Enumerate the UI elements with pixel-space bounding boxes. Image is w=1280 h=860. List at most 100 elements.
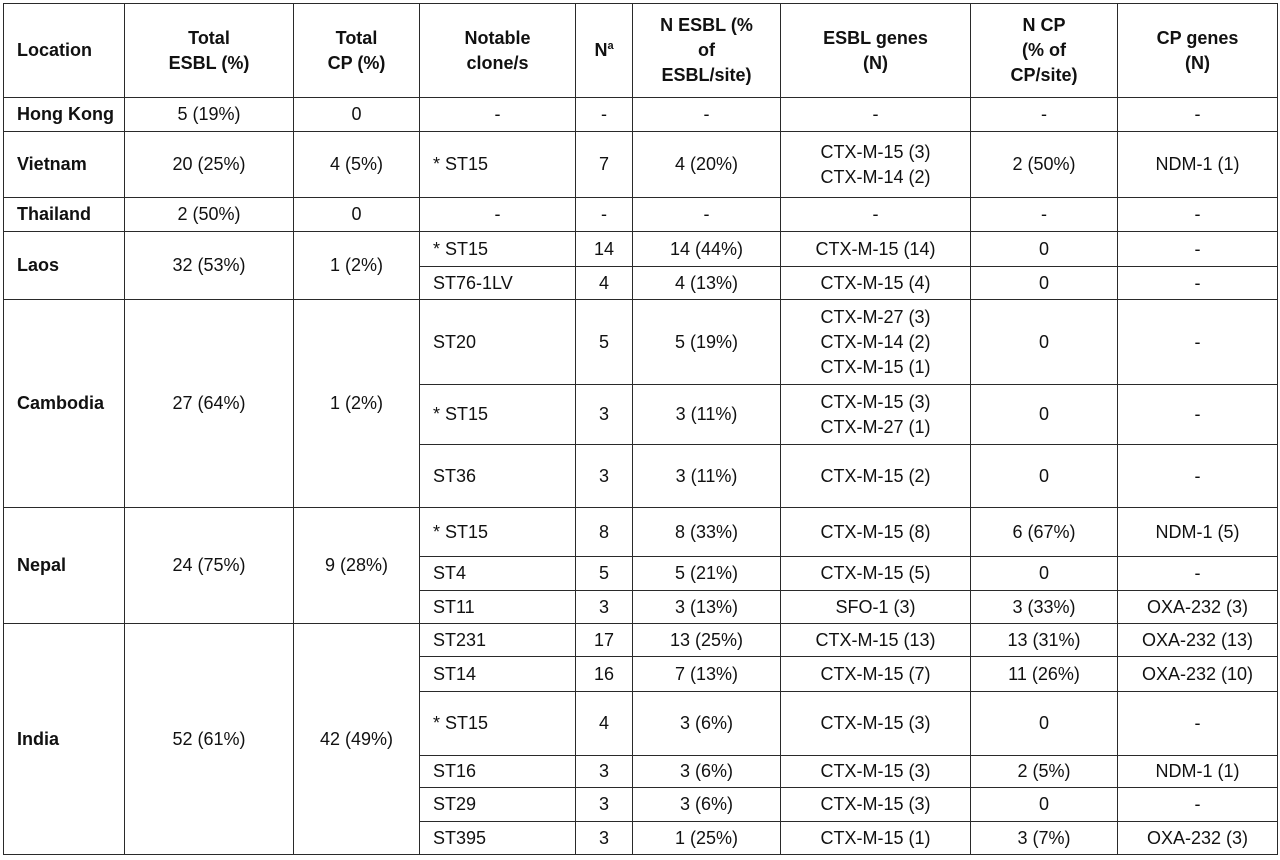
esbl-genes-cell: CTX-M-27 (3) CTX-M-14 (2) CTX-M-15 (1) xyxy=(780,299,971,385)
total-cp-cell: 0 xyxy=(293,97,420,132)
esbl-gene: - xyxy=(872,104,879,124)
esbl-gene: CTX-M-15 (13) xyxy=(815,629,936,650)
n-cp-cell: - xyxy=(970,97,1118,132)
table-row: ST36 3 3 (11%) CTX-M-15 (2) 0- xyxy=(4,444,1278,508)
n-cell: - xyxy=(575,97,633,132)
location-cell: Vietnam xyxy=(3,131,125,198)
esbl-genes-cell: CTX-M-15 (3) xyxy=(780,691,971,756)
esbl-genes-cell: CTX-M-15 (4) xyxy=(780,266,971,300)
clone-cell: ST4 xyxy=(419,556,576,591)
esbl-gene: SFO-1 (3) xyxy=(835,596,916,617)
esbl-genes-cell: CTX-M-15 (3) CTX-M-27 (1) xyxy=(780,384,971,445)
esbl-genes-cell: - xyxy=(780,97,971,132)
table-row: Vietnam 20 (25%) 4 (5%) * ST15 7 4 (20%) CTX-M… xyxy=(3,131,1278,198)
table-row: ST14 16 7 (13%) CTX-M-15 (7) 11 (26%) OXA-232… xyxy=(4,656,1278,692)
header-location: Location xyxy=(3,3,125,98)
table-row: Hong Kong 5 (19%) 0- - - - - - xyxy=(3,97,1278,132)
clone-cell: * ST15 xyxy=(419,507,576,557)
table-row: ST4 5 5 (21%) CTX-M-15 (5) 0- xyxy=(4,556,1278,591)
n-esbl-cell: 13 (25%) xyxy=(632,623,781,657)
clone-cell: - xyxy=(419,97,576,132)
esbl-gene: CTX-M-15 (3) xyxy=(820,761,931,781)
clone-cell: ST231 xyxy=(419,623,576,657)
n-esbl-cell: 7 (13%) xyxy=(632,656,781,692)
n-cp-cell: 3 (7%) xyxy=(970,821,1118,855)
total-esbl-cell: 24 (75%) xyxy=(124,507,294,624)
clone-cell: - xyxy=(419,197,576,232)
header-notable-clones: Notable clone/s xyxy=(419,3,576,98)
total-cp-cell: 1 (2%) xyxy=(293,231,420,300)
n-esbl-cell: 5 (21%) xyxy=(632,556,781,591)
n-cp-cell: 13 (31%) xyxy=(970,623,1118,657)
cp-genes-cell: - xyxy=(1117,384,1278,445)
clone-cell: ST16 xyxy=(419,755,576,788)
clone-cell: ST76-1LV xyxy=(419,266,576,300)
n-cp-cell: 6 (67%) xyxy=(970,507,1118,557)
n-cp-cell: 0 xyxy=(970,299,1118,385)
header-total-esbl: Total ESBL (%) xyxy=(124,3,294,98)
total-esbl-cell: 20 (25%) xyxy=(124,131,294,198)
n-cp-cell: 0 xyxy=(970,444,1118,508)
n-esbl-cell: 3 (6%) xyxy=(632,787,781,822)
cp-genes-cell: OXA-232 (3) xyxy=(1117,821,1278,855)
total-cp-cell: 0 xyxy=(293,197,420,232)
clone-cell: * ST15 xyxy=(419,384,576,445)
n-cell: 7 xyxy=(575,131,633,198)
esbl-genes-cell: CTX-M-15 (8) xyxy=(780,507,971,557)
n-esbl-cell: 3 (11%) xyxy=(632,444,781,508)
total-esbl-cell: 32 (53%) xyxy=(124,231,294,300)
n-esbl-cell: 14 (44%) xyxy=(632,231,781,267)
esbl-genes-cell: CTX-M-15 (3) xyxy=(780,787,971,822)
esbl-gene: CTX-M-15 (2) xyxy=(820,465,931,486)
total-cp-cell: 4 (5%) xyxy=(293,131,420,198)
n-esbl-cell: 3 (13%) xyxy=(632,590,781,624)
n-cp-cell: - xyxy=(970,197,1118,232)
n-cell: 5 xyxy=(575,556,633,591)
total-cp-cell: 42 (49%) xyxy=(293,623,420,855)
esbl-genes-cell: - xyxy=(780,197,971,232)
esbl-gene: CTX-M-15 (1) xyxy=(820,827,931,848)
esbl-gene: CTX-M-14 (2) xyxy=(820,166,931,187)
n-cp-cell: 0 xyxy=(970,384,1118,445)
cp-genes-cell: - xyxy=(1117,197,1278,232)
esbl-gene: CTX-M-15 (1) xyxy=(820,356,931,377)
cp-genes-cell: NDM-1 (1) xyxy=(1117,755,1278,788)
esbl-gene: CTX-M-15 (3) xyxy=(820,141,931,162)
header-n-superscript: a xyxy=(607,40,614,52)
location-cell: Nepal xyxy=(3,507,125,624)
location-cell: Laos xyxy=(3,231,125,300)
n-cell: 4 xyxy=(575,691,633,756)
n-cell: 3 xyxy=(575,590,633,624)
location-cell: India xyxy=(3,623,125,855)
header-esbl-genes: ESBL genes (N) xyxy=(780,3,971,98)
table-body: Hong Kong 5 (19%) 0- - - - - - Vietnam 20 (25%) 4 … xyxy=(3,97,1278,855)
clone-cell: * ST15 xyxy=(419,231,576,267)
n-cp-cell: 3 (33%) xyxy=(970,590,1118,624)
header-n-cp: N CP (% of CP/site) xyxy=(970,3,1118,98)
cp-genes-cell: - xyxy=(1117,444,1278,508)
n-cell: 3 xyxy=(575,821,633,855)
n-esbl-cell: 8 (33%) xyxy=(632,507,781,557)
n-esbl-cell: 5 (19%) xyxy=(632,299,781,385)
n-cell: - xyxy=(575,197,633,232)
n-cp-cell: 11 (26%) xyxy=(970,656,1118,692)
cp-genes-cell: - xyxy=(1117,691,1278,756)
cp-genes-cell: OXA-232 (3) xyxy=(1117,590,1278,624)
n-esbl-cell: 4 (20%) xyxy=(632,131,781,198)
n-cell: 5 xyxy=(575,299,633,385)
esbl-gene: CTX-M-15 (14) xyxy=(815,238,936,259)
n-cp-cell: 0 xyxy=(970,266,1118,300)
n-cp-cell: 0 xyxy=(970,556,1118,591)
n-esbl-cell: 3 (6%) xyxy=(632,691,781,756)
table-row: Thailand 2 (50%) 0- - - - - - xyxy=(3,197,1278,232)
esbl-genes-cell: CTX-M-15 (2) xyxy=(780,444,971,508)
total-cp-cell: 1 (2%) xyxy=(293,299,420,508)
n-cell: 3 xyxy=(575,444,633,508)
total-esbl-cell: 27 (64%) xyxy=(124,299,294,508)
header-total-cp: Total CP (%) xyxy=(293,3,420,98)
n-cp-cell: 0 xyxy=(970,787,1118,822)
total-cp-cell: 9 (28%) xyxy=(293,507,420,624)
n-cp-cell: 0 xyxy=(970,691,1118,756)
cp-genes-cell: OXA-232 (13) xyxy=(1117,623,1278,657)
cp-genes-cell: - xyxy=(1117,299,1278,385)
